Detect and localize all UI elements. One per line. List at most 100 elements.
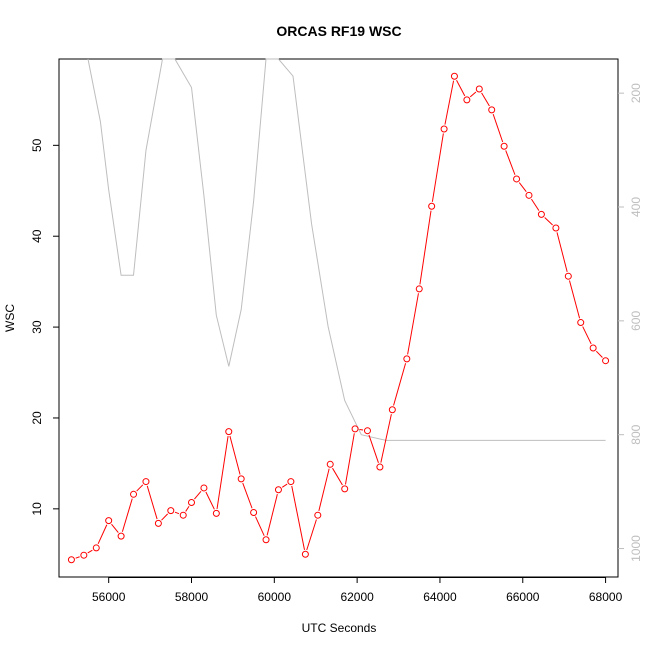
data-point [537, 210, 545, 218]
series-right-axis [87, 58, 606, 441]
series-line-segment [456, 80, 466, 97]
x-tick-label: 56000 [92, 590, 126, 604]
y2-tick-label: 1000 [629, 535, 643, 562]
series-line-segment [255, 516, 265, 536]
series-left-axis [67, 72, 610, 564]
series-line-segment [518, 182, 527, 193]
data-point [589, 344, 597, 352]
series-line-segment [75, 556, 80, 559]
series-line-segment [492, 113, 504, 143]
series-line-segment [291, 485, 305, 550]
series-line-segment [359, 429, 364, 431]
series-line [87, 58, 606, 441]
x-tick-label: 58000 [175, 590, 209, 604]
plot-frame [58, 58, 619, 578]
data-point [287, 478, 295, 486]
series-line-segment [332, 467, 343, 486]
series-line-segment [136, 484, 144, 492]
series-line-segment [595, 350, 603, 358]
data-point [80, 551, 88, 559]
x-tick-label: 64000 [423, 590, 457, 604]
data-point [212, 509, 220, 517]
series-line-segment [344, 433, 355, 485]
series-line-segment [556, 232, 568, 272]
series-line-segment [174, 511, 180, 515]
series-line-segment [185, 505, 190, 512]
y-tick-label: 40 [30, 229, 44, 243]
data-point [117, 532, 125, 540]
data-point [179, 511, 187, 519]
data-point [351, 425, 359, 433]
data-point [525, 191, 533, 199]
series-line-segment [393, 363, 407, 406]
y-tick-label: 30 [30, 320, 44, 334]
series-line-segment [407, 293, 419, 355]
data-point [250, 508, 258, 516]
series-line-segment [266, 494, 278, 536]
data-point [403, 355, 411, 363]
data-point [188, 498, 196, 506]
data-point [301, 550, 309, 558]
data-point [92, 544, 100, 552]
data-point [602, 357, 610, 365]
data-point [475, 85, 483, 93]
y-axis-label: WSC [3, 304, 17, 332]
series-line-segment [582, 326, 592, 345]
series-line-segment [205, 491, 215, 510]
axes: 56000 58000 60000 62000 64000 66000 68000 10 20 3… [30, 58, 643, 604]
series-line-segment [431, 133, 444, 202]
data-point [314, 511, 322, 519]
series-line-segment [97, 524, 108, 545]
data-point [105, 517, 113, 525]
y2-tick-label: 400 [629, 197, 643, 217]
series-line-segment [216, 435, 229, 510]
data-point [262, 536, 270, 544]
x-tick-label: 66000 [506, 590, 540, 604]
series-line-segment [444, 80, 455, 125]
data-point [376, 463, 384, 471]
data-point [552, 224, 560, 232]
series-line-segment [281, 483, 288, 488]
x-tick-label: 62000 [340, 590, 374, 604]
data-point [142, 478, 150, 486]
data-point [67, 556, 75, 564]
data-point [237, 475, 245, 483]
y-tick-label: 10 [30, 502, 44, 516]
data-point [428, 202, 436, 210]
data-point [463, 96, 471, 104]
series-line-segment [469, 91, 477, 98]
data-point [326, 460, 334, 468]
data-point [488, 106, 496, 114]
y2-tick-label: 600 [629, 311, 643, 331]
series-line-segment [146, 485, 158, 520]
series-line-segment [419, 210, 432, 285]
series-line-segment [505, 150, 516, 175]
x-axis-label: UTC Seconds [302, 621, 377, 635]
y2-tick-label: 200 [629, 83, 643, 103]
y-tick-label: 50 [30, 138, 44, 152]
series-line-segment [368, 434, 379, 463]
x-tick-label: 60000 [258, 590, 292, 604]
data-point [363, 427, 371, 435]
series-line-segment [380, 414, 392, 463]
series-line-segment [111, 523, 119, 533]
series-line-segment [121, 498, 133, 532]
data-point [415, 285, 423, 293]
y-tick-label: 20 [30, 411, 44, 425]
series-line-segment [306, 519, 317, 551]
data-point [130, 490, 138, 498]
series-line-segment [87, 549, 93, 554]
data-point [341, 485, 349, 493]
data-point [388, 406, 396, 414]
series-line-segment [229, 435, 241, 475]
data-point [440, 125, 448, 133]
data-point [167, 507, 175, 515]
y2-tick-label: 800 [629, 424, 643, 444]
data-point [577, 319, 585, 327]
data-point [450, 72, 458, 80]
data-point [500, 142, 508, 150]
series-line-segment [481, 92, 490, 107]
series-line-segment [544, 217, 553, 226]
data-point [274, 486, 282, 494]
